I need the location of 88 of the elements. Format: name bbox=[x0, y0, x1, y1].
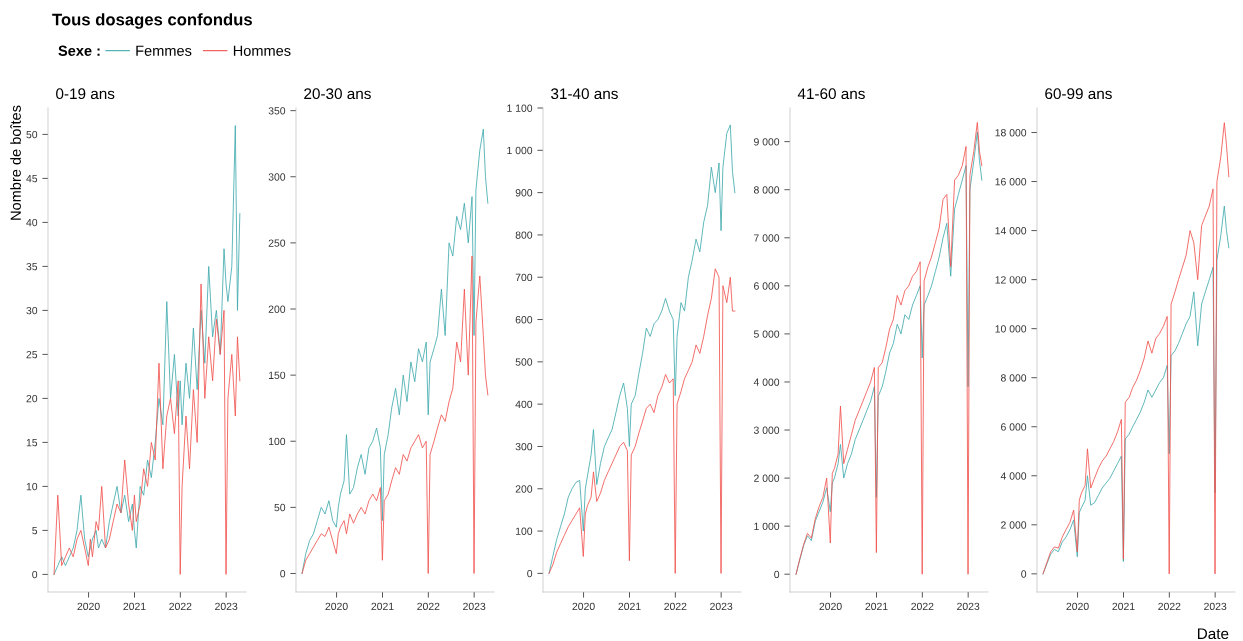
y-tick-label: 0 bbox=[1021, 570, 1027, 578]
y-tick-label: 40 bbox=[26, 218, 38, 227]
x-tick-label: 2022 bbox=[664, 602, 687, 611]
x-tick-label: 2023 bbox=[215, 602, 238, 611]
x-tick-label: 2022 bbox=[417, 602, 440, 611]
x-tick-label: 2023 bbox=[463, 602, 486, 611]
x-tick-label: 2020 bbox=[819, 602, 842, 611]
y-tick-label: 35 bbox=[26, 262, 38, 271]
y-axis-title: Nombre de boîtes bbox=[10, 105, 21, 220]
y-tick-label: 800 bbox=[515, 231, 533, 239]
y-tick-label: 18 000 bbox=[995, 129, 1027, 137]
y-tick-label: 200 bbox=[515, 485, 533, 493]
y-tick-label: 7 000 bbox=[754, 234, 780, 242]
y-tick-label: 12 000 bbox=[995, 276, 1027, 284]
y-tick-label: 3 000 bbox=[753, 426, 780, 434]
y-tick-label: 16 000 bbox=[995, 178, 1027, 186]
x-tick-label: 2020 bbox=[325, 602, 348, 611]
y-tick-label: 5 bbox=[32, 527, 38, 535]
y-tick-label: 6 000 bbox=[754, 282, 780, 290]
y-tick-label: 4 000 bbox=[1000, 472, 1027, 480]
y-tick-label: 1 000 bbox=[507, 146, 533, 155]
y-tick-label: 2 000 bbox=[754, 474, 780, 482]
y-tick-label: 20 bbox=[26, 394, 38, 403]
y-tick-label: 0 bbox=[32, 570, 38, 579]
y-tick-label: 9 000 bbox=[754, 138, 780, 146]
y-tick-label: 350 bbox=[268, 107, 286, 115]
line-series bbox=[53, 125, 241, 575]
y-tick-label: 15 bbox=[26, 439, 38, 447]
y-tick-label: 4 000 bbox=[753, 378, 780, 386]
line-series bbox=[548, 268, 736, 574]
chart-subtitle: 60-99 ans bbox=[1045, 88, 1112, 100]
y-tick-label: 200 bbox=[268, 305, 286, 313]
y-tick-label: 0 bbox=[527, 569, 533, 578]
x-tick-label: 2023 bbox=[1204, 602, 1227, 611]
chart-subtitle: 31-40 ans bbox=[551, 88, 618, 100]
y-tick-label: 400 bbox=[515, 400, 533, 409]
x-tick-label: 2021 bbox=[618, 602, 641, 611]
y-tick-label: 100 bbox=[269, 437, 286, 446]
chart-subtitle: 0-19 ans bbox=[56, 88, 115, 100]
x-tick-label: 2021 bbox=[865, 602, 888, 611]
y-tick-label: 10 bbox=[26, 482, 38, 491]
y-tick-label: 2 000 bbox=[1001, 521, 1027, 529]
y-tick-label: 0 bbox=[280, 569, 286, 578]
legend-title: Sexe : bbox=[58, 45, 100, 56]
y-tick-label: 30 bbox=[26, 306, 38, 315]
line-series bbox=[548, 124, 736, 574]
y-tick-label: 600 bbox=[515, 316, 533, 324]
x-tick-label: 2022 bbox=[169, 602, 192, 611]
y-tick-label: 500 bbox=[515, 358, 533, 366]
x-tick-label: 2021 bbox=[123, 602, 146, 611]
x-tick-label: 2020 bbox=[572, 602, 595, 611]
legend-label: Hommes bbox=[233, 45, 291, 56]
y-tick-label: 50 bbox=[274, 503, 286, 512]
y-tick-label: 14 000 bbox=[995, 227, 1027, 235]
y-tick-label: 25 bbox=[26, 350, 38, 359]
y-tick-label: 45 bbox=[26, 175, 38, 183]
y-tick-label: 300 bbox=[268, 173, 286, 181]
y-tick-label: 50 bbox=[26, 130, 38, 139]
y-tick-label: 8 000 bbox=[1000, 374, 1027, 382]
x-tick-label: 2022 bbox=[911, 602, 934, 611]
x-tick-label: 2021 bbox=[1112, 602, 1135, 611]
y-tick-label: 6 000 bbox=[1001, 423, 1027, 431]
y-tick-label: 150 bbox=[269, 371, 286, 379]
y-tick-label: 300 bbox=[515, 442, 533, 451]
y-tick-label: 1 000 bbox=[754, 522, 780, 531]
legend-label: Femmes bbox=[136, 45, 192, 56]
x-tick-label: 2021 bbox=[371, 602, 394, 611]
y-tick-label: 100 bbox=[516, 527, 533, 535]
y-tick-label: 10 000 bbox=[995, 325, 1027, 333]
y-tick-label: 1 100 bbox=[507, 104, 533, 112]
chart-subtitle: 20-30 ans bbox=[304, 88, 371, 100]
line-series bbox=[301, 255, 489, 574]
line-series bbox=[53, 283, 241, 575]
x-tick-label: 2020 bbox=[77, 602, 100, 611]
x-tick-label: 2022 bbox=[1158, 602, 1181, 611]
y-tick-label: 8 000 bbox=[753, 186, 780, 194]
x-tick-label: 2020 bbox=[1066, 602, 1089, 611]
line-series bbox=[1042, 122, 1230, 575]
x-tick-label: 2023 bbox=[710, 602, 733, 611]
y-tick-label: 900 bbox=[515, 189, 533, 197]
chart-subtitle: 41-60 ans bbox=[797, 88, 865, 100]
y-tick-label: 700 bbox=[515, 273, 533, 282]
x-axis-title: Date bbox=[1197, 628, 1229, 640]
y-tick-label: 5 000 bbox=[753, 330, 780, 338]
y-tick-label: 250 bbox=[268, 239, 286, 247]
x-tick-label: 2023 bbox=[957, 602, 980, 611]
chart-title: Tous dosages confondus bbox=[52, 13, 252, 29]
y-tick-label: 0 bbox=[774, 570, 780, 579]
